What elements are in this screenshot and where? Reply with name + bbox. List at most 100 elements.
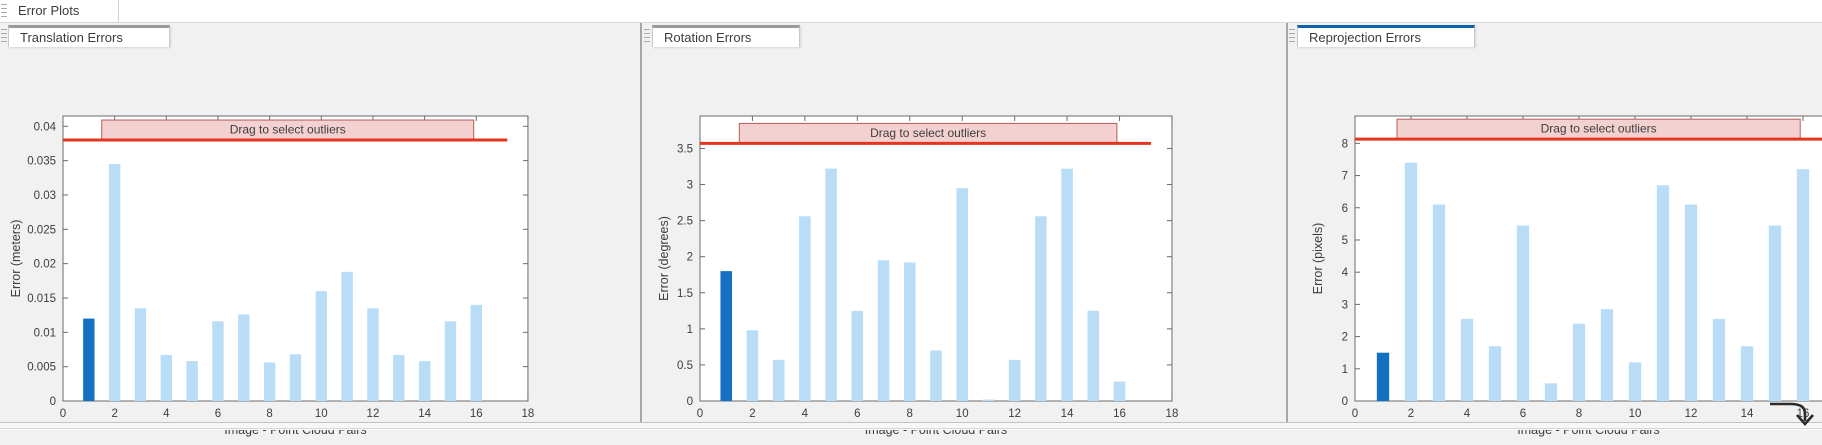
error-bar[interactable] [720, 271, 732, 401]
outlier-band-label: Drag to select outliers [1541, 122, 1657, 136]
main-tab-drag-grip-icon[interactable] [1, 4, 7, 18]
error-bar[interactable] [799, 216, 811, 401]
error-bar[interactable] [315, 291, 327, 401]
error-bar[interactable] [418, 361, 431, 401]
tab-translation-errors[interactable]: Translation Errors [8, 25, 170, 47]
bottom-divider-2 [0, 428, 1822, 429]
error-bar[interactable] [212, 321, 224, 401]
x-tick-label: 18 [1166, 408, 1179, 420]
x-tick-label: 10 [315, 408, 328, 420]
error-bar[interactable] [956, 188, 968, 401]
error-bar[interactable] [772, 359, 785, 401]
error-bar[interactable] [1113, 381, 1126, 401]
y-tick-label: 0 [687, 396, 693, 408]
error-bar[interactable] [186, 361, 198, 401]
error-bar[interactable] [341, 271, 353, 401]
error-bar[interactable] [1460, 318, 1474, 401]
y-tick-label: 0.035 [27, 156, 56, 168]
y-tick-label: 2 [687, 252, 693, 264]
error-bar[interactable] [746, 330, 759, 401]
panel-drag-grip-icon[interactable] [644, 29, 650, 45]
error-bar[interactable] [877, 260, 890, 401]
error-bar[interactable] [470, 304, 482, 401]
x-tick-label: 8 [1576, 408, 1582, 420]
error-bar[interactable] [108, 164, 121, 401]
error-bar[interactable] [1061, 168, 1073, 401]
x-tick-label: 12 [1685, 408, 1698, 420]
error-bar[interactable] [1740, 346, 1754, 401]
error-bar[interactable] [1404, 162, 1418, 401]
error-bar[interactable] [825, 168, 837, 401]
error-bar[interactable] [1712, 318, 1726, 401]
x-tick-label: 6 [215, 408, 221, 420]
error-bar[interactable] [289, 354, 302, 401]
x-tick-label: 2 [111, 408, 117, 420]
x-tick-label: 0 [1352, 408, 1358, 420]
y-tick-label: 3.5 [677, 143, 693, 155]
error-bar[interactable] [1544, 383, 1558, 401]
y-tick-label: 2 [1342, 332, 1348, 344]
error-bar[interactable] [1376, 352, 1390, 401]
y-tick-label: 0.005 [27, 362, 56, 374]
error-bar[interactable] [83, 318, 95, 401]
panel-drag-grip-icon[interactable] [1289, 29, 1295, 45]
error-bar[interactable] [1572, 323, 1586, 401]
translation-errors-chart: 0 2 4 6 8 10 12 14 16 18 0 0.005 0.01 0.015 0.02 0.025 0… [9, 115, 535, 437]
error-bar[interactable] [1768, 225, 1782, 401]
tab-error-plots[interactable]: Error Plots [8, 0, 119, 22]
error-bar[interactable] [1008, 359, 1021, 401]
panel-area: 0 2 4 6 8 10 12 14 16 18 0 0.005 0.01 0.015 0.02 0.025 0… [0, 23, 1822, 437]
error-bar[interactable] [393, 354, 405, 401]
y-tick-label: 1 [1342, 364, 1348, 376]
outlier-band-label: Drag to select outliers [230, 123, 346, 137]
x-tick-label: 8 [907, 408, 913, 420]
y-tick-label: 3 [687, 180, 693, 192]
error-bar[interactable] [160, 354, 173, 401]
panel-splitter-2[interactable] [1286, 23, 1288, 422]
error-bar[interactable] [1600, 309, 1614, 401]
error-bar[interactable] [134, 308, 147, 401]
error-bar[interactable] [1656, 185, 1670, 401]
error-bar[interactable] [238, 314, 250, 401]
tab-reprojection-errors-label: Reprojection Errors [1309, 30, 1421, 45]
y-tick-label: 5 [1342, 235, 1348, 247]
y-tick-label: 0.015 [27, 293, 56, 305]
error-bar[interactable] [851, 310, 864, 401]
x-tick-label: 14 [418, 408, 431, 420]
error-bar[interactable] [982, 399, 995, 401]
y-tick-label: 0.025 [27, 224, 56, 236]
tab-reprojection-errors[interactable]: Reprojection Errors [1297, 25, 1475, 47]
error-bar[interactable] [1087, 310, 1100, 401]
y-tick-label: 0.01 [34, 327, 56, 339]
error-bar[interactable] [930, 350, 942, 401]
x-tick-label: 4 [1464, 408, 1471, 420]
error-bar[interactable] [444, 321, 457, 401]
x-tick-label: 2 [749, 408, 755, 420]
tab-translation-errors-label: Translation Errors [20, 30, 123, 45]
y-axis-label: Error (degrees) [657, 216, 671, 301]
error-bar[interactable] [903, 262, 916, 401]
error-bar[interactable] [263, 362, 276, 401]
x-tick-label: 8 [266, 408, 272, 420]
error-bar[interactable] [1432, 204, 1446, 401]
error-bar[interactable] [1796, 169, 1810, 401]
panel-drag-grip-icon[interactable] [1, 29, 7, 45]
tab-error-plots-label: Error Plots [18, 3, 80, 18]
x-tick-label: 6 [854, 408, 860, 420]
error-bar[interactable] [367, 308, 379, 401]
error-bar[interactable] [1035, 216, 1047, 401]
dock-figure-icon[interactable] [1768, 393, 1822, 430]
error-bar[interactable] [1684, 204, 1698, 401]
tab-rotation-errors[interactable]: Rotation Errors [652, 25, 800, 47]
error-bar[interactable] [1516, 225, 1530, 401]
y-tick-label: 3 [1342, 299, 1348, 311]
panel-splitter-1[interactable] [640, 23, 642, 422]
x-tick-label: 18 [522, 408, 535, 420]
x-tick-label: 10 [1629, 408, 1642, 420]
y-tick-label: 8 [1342, 138, 1348, 150]
x-tick-label: 16 [1113, 408, 1126, 420]
error-bar[interactable] [1488, 346, 1502, 401]
main-tab-bar: Error Plots [0, 0, 1822, 23]
error-bar[interactable] [1628, 362, 1642, 401]
x-tick-label: 0 [697, 408, 703, 420]
